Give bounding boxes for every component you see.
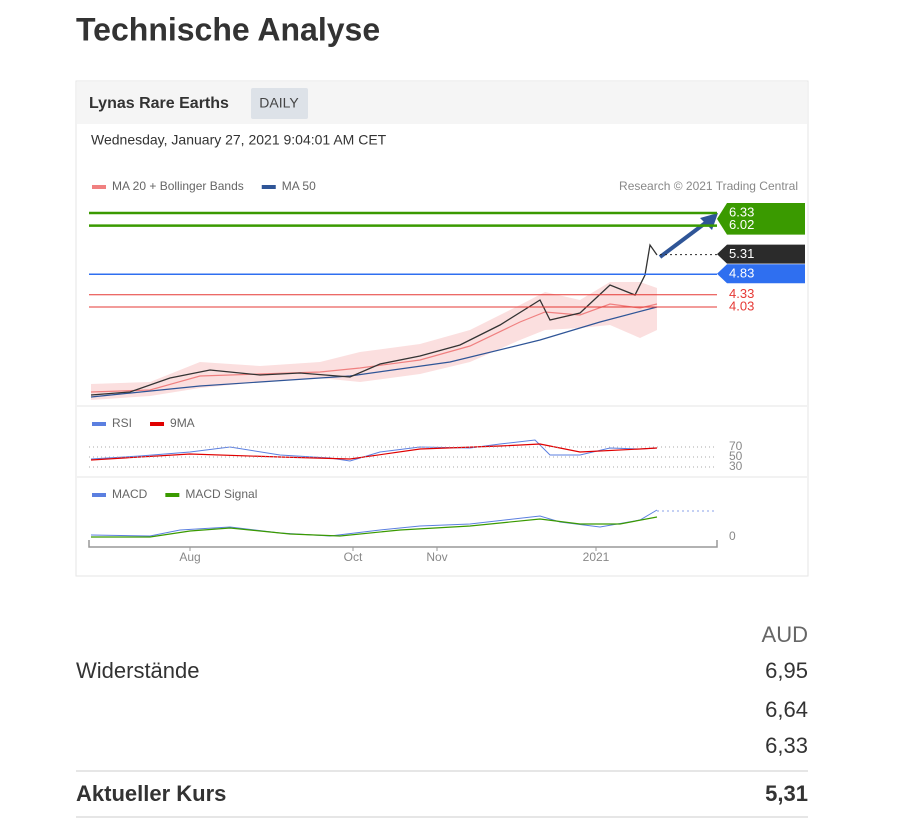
level-label: 4.83 [729, 266, 754, 281]
level-label: 6.02 [729, 217, 754, 232]
y-tick-label: 50 [729, 449, 743, 463]
level-box [717, 244, 805, 264]
x-axis [88, 540, 718, 548]
rsi-ma-line [90, 443, 658, 461]
row-label: Aktueller Kurs [76, 781, 226, 806]
x-tick-label: 2021 [583, 550, 610, 564]
macd-signal-line [91, 516, 658, 538]
legend-label: MA 20 + Bollinger Bands [112, 179, 244, 193]
period-tag[interactable] [251, 88, 308, 119]
instrument-name: Lynas Rare Earths [89, 95, 229, 112]
level-box [717, 203, 805, 235]
current-price: 5,31 [765, 781, 808, 806]
legend-swatch [92, 422, 106, 426]
resistance-value: 6,95 [765, 658, 808, 683]
resistance-value: 6,64 [765, 697, 808, 722]
row-label: Widerstände [76, 658, 200, 683]
page-title: Technische Analyse [76, 11, 380, 47]
period-label[interactable]: DAILY [259, 95, 299, 111]
ma20-line [90, 303, 658, 393]
level-box [717, 264, 805, 284]
legend-label: MACD [112, 487, 148, 501]
x-tick-label: Nov [426, 550, 447, 564]
trend-arrow [658, 219, 710, 259]
level-label: 4.33 [729, 286, 754, 301]
widget-header [77, 82, 807, 124]
legend-swatch [150, 422, 165, 426]
legend-label: MACD Signal [185, 487, 257, 501]
ma50-line [90, 306, 658, 398]
bollinger-band [91, 282, 657, 400]
legend-label: MA 50 [282, 179, 316, 193]
y-tick-label: 30 [729, 459, 743, 473]
legend-swatch [261, 185, 276, 189]
currency: AUD [762, 622, 808, 647]
legend-swatch [165, 493, 180, 497]
x-tick-label: Oct [344, 550, 363, 564]
level-label: 5.31 [729, 246, 754, 261]
y-tick-label: 70 [729, 439, 743, 453]
legend-label: RSI [112, 416, 132, 430]
resistance-value: 6,33 [765, 733, 808, 758]
rsi-line [90, 439, 658, 462]
macd-line [90, 509, 658, 537]
legend-label: 9MA [170, 416, 195, 430]
widget-frame [75, 80, 809, 577]
x-tick-label: Aug [179, 550, 200, 564]
timestamp: Wednesday, January 27, 2021 9:04:01 AM C… [91, 132, 387, 148]
legend-swatch [92, 185, 106, 189]
level-label: 6.33 [729, 204, 754, 219]
legend-swatch [92, 493, 106, 497]
level-label: 4.03 [729, 298, 754, 313]
y-tick-label: 0 [729, 529, 736, 543]
credit: Research © 2021 Trading Central [619, 179, 798, 193]
